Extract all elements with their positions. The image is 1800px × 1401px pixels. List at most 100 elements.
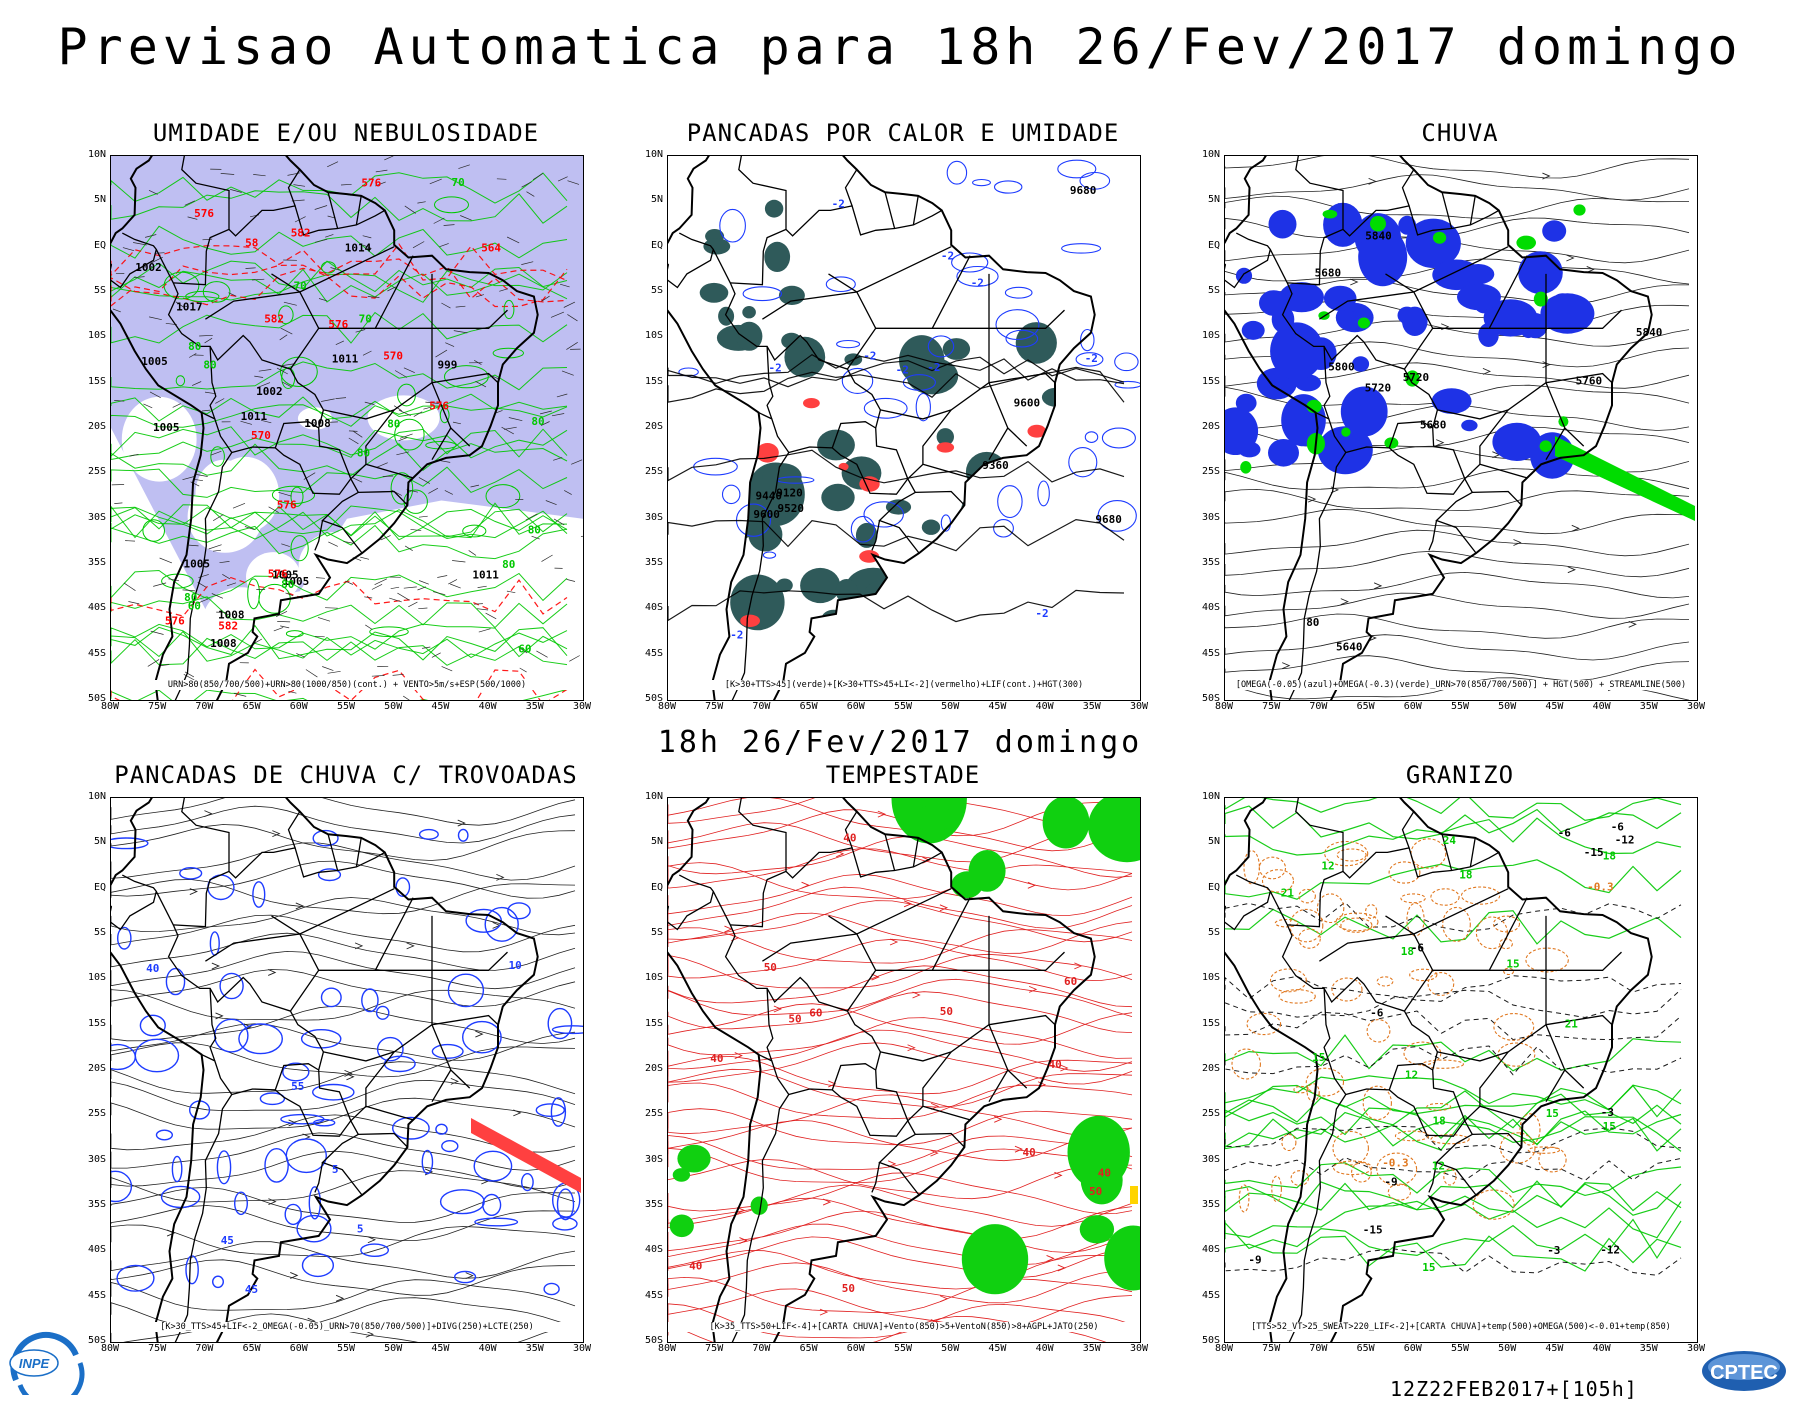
lon-tick-label: 70W bbox=[746, 1343, 776, 1354]
lon-tick-label: 35W bbox=[1634, 1343, 1664, 1354]
contour-value-label: 999 bbox=[438, 359, 458, 372]
contour-value-label: 24 bbox=[1443, 834, 1457, 847]
lon-tick-label: 30W bbox=[1124, 701, 1154, 712]
contour-value-label: 50 bbox=[940, 1005, 953, 1018]
contour-value-label: 18 bbox=[1459, 868, 1472, 881]
contour-value-label: -12 bbox=[1615, 834, 1635, 847]
lon-tick-label: 30W bbox=[567, 701, 597, 712]
lat-tick-label: EQ bbox=[1190, 240, 1220, 251]
contour-value-label: 12 bbox=[1432, 1160, 1445, 1173]
map-svg: -2-2-2-2-2-2-2-2-2-296809680960096009520… bbox=[668, 156, 1140, 700]
lat-tick-label: 20S bbox=[633, 1063, 663, 1074]
contour-value-label: 576 bbox=[194, 207, 214, 220]
lat-tick-label: 10S bbox=[76, 972, 106, 983]
panel-legend: [K>30+TTS>45](verde)+[K>30+TTS>45+LI<-2]… bbox=[668, 680, 1140, 690]
contour-value-label: 80 bbox=[188, 340, 201, 353]
contour-value-label: 570 bbox=[251, 429, 271, 442]
contour-value-label: 80 bbox=[502, 558, 515, 571]
contour-value-label: 1011 bbox=[472, 569, 499, 582]
contour-lines bbox=[1225, 902, 1681, 1275]
lon-tick-label: 40W bbox=[473, 701, 503, 712]
contour-value-label: 10 bbox=[509, 959, 522, 972]
lat-tick-label: 20S bbox=[633, 421, 663, 432]
lon-tick-label: 35W bbox=[1634, 701, 1664, 712]
contour-value-label: 9520 bbox=[778, 502, 805, 515]
contour-value-label: 80 bbox=[281, 578, 294, 591]
contour-value-label: 70 bbox=[359, 313, 372, 326]
lat-tick-label: 25S bbox=[1190, 1108, 1220, 1119]
lat-tick-label: 5N bbox=[633, 194, 663, 205]
lat-tick-label: 10S bbox=[1190, 330, 1220, 341]
contour-value-label: 40 bbox=[1049, 1058, 1062, 1071]
contour-value-label: 18 bbox=[1603, 849, 1616, 862]
lon-tick-label: 75W bbox=[142, 701, 172, 712]
lat-tick-label: 10S bbox=[633, 972, 663, 983]
lon-tick-label: 65W bbox=[237, 701, 267, 712]
contour-value-label: 15 bbox=[1603, 1120, 1616, 1133]
lat-tick-label: 35S bbox=[76, 1199, 106, 1210]
lon-tick-label: 50W bbox=[1492, 701, 1522, 712]
contour-value-label: -3 bbox=[1601, 1106, 1614, 1119]
lon-tick-label: 55W bbox=[331, 701, 361, 712]
forecast-time: 18h 26/Fev/2017 domingo bbox=[0, 725, 1800, 760]
contour-value-label: 12 bbox=[1405, 1069, 1418, 1082]
lon-tick-label: 40W bbox=[473, 1343, 503, 1354]
contour-value-label: -0.3 bbox=[1587, 881, 1614, 894]
contour-value-label: -6 bbox=[1558, 827, 1572, 840]
lat-tick-label: 30S bbox=[633, 512, 663, 523]
contour-value-label: 1008 bbox=[210, 637, 237, 650]
lon-tick-label: 55W bbox=[1445, 1343, 1475, 1354]
panel-title: PANCADAS POR CALOR E UMIDADE bbox=[667, 119, 1139, 147]
contour-value-label: -2 bbox=[1035, 607, 1048, 620]
contour-value-label: 15 bbox=[1312, 1051, 1325, 1064]
contour-value-label: 80 bbox=[531, 415, 544, 428]
contour-value-label: 576 bbox=[328, 318, 348, 331]
lon-tick-label: 55W bbox=[1445, 701, 1475, 712]
contour-value-label: 80 bbox=[1306, 616, 1319, 629]
lat-tick-label: EQ bbox=[1190, 882, 1220, 893]
contour-value-label: -0.3 bbox=[1382, 1156, 1409, 1169]
contour-value-label: 564 bbox=[481, 241, 501, 254]
lat-tick-label: 15S bbox=[1190, 376, 1220, 387]
lat-tick-label: 20S bbox=[1190, 421, 1220, 432]
lat-tick-label: 5S bbox=[1190, 927, 1220, 938]
lat-tick-label: 5S bbox=[76, 927, 106, 938]
lat-tick-label: 10S bbox=[633, 330, 663, 341]
lon-tick-label: 80W bbox=[1209, 701, 1239, 712]
contour-value-label: 9600 bbox=[753, 508, 780, 521]
contour-value-label: 80 bbox=[357, 447, 370, 460]
lat-tick-label: 35S bbox=[1190, 1199, 1220, 1210]
contour-value-label: 9600 bbox=[1014, 397, 1041, 410]
contour-value-label: 70 bbox=[452, 176, 465, 189]
contour-value-label: 55 bbox=[291, 1080, 304, 1093]
coastline-borders bbox=[1225, 798, 1652, 1342]
contour-value-label: -2 bbox=[896, 363, 909, 376]
lon-tick-label: 80W bbox=[652, 701, 682, 712]
contour-value-label: -2 bbox=[971, 277, 984, 290]
panel-title: GRANIZO bbox=[1224, 761, 1696, 789]
contour-value-label: 50 bbox=[1089, 1185, 1102, 1198]
contour-value-label: 1002 bbox=[135, 261, 162, 274]
contour-value-label: 1005 bbox=[153, 421, 180, 434]
lat-tick-label: 35S bbox=[633, 557, 663, 568]
contour-value-label: 9120 bbox=[776, 487, 803, 500]
lon-tick-label: 30W bbox=[1124, 1343, 1154, 1354]
lat-tick-label: 40S bbox=[1190, 1244, 1220, 1255]
lat-tick-label: 45S bbox=[1190, 1290, 1220, 1301]
lon-tick-label: 50W bbox=[935, 1343, 965, 1354]
lon-tick-label: 70W bbox=[1303, 701, 1333, 712]
contour-value-label: 1011 bbox=[332, 353, 359, 366]
contour-value-label: 60 bbox=[1064, 975, 1077, 988]
contour-value-label: 40 bbox=[1098, 1167, 1111, 1180]
contour-value-label: -2 bbox=[730, 629, 743, 642]
contour-value-label: 80 bbox=[203, 359, 216, 372]
contour-value-label: -6 bbox=[1611, 820, 1625, 833]
panel-legend: [K>35_TTS>50+LIF<-4]+[CARTA CHUVA]+Vento… bbox=[668, 1322, 1140, 1332]
cptec-logo: CPTEC bbox=[1700, 1345, 1788, 1395]
lat-tick-label: 20S bbox=[76, 1063, 106, 1074]
contour-value-label: 5720 bbox=[1365, 382, 1392, 395]
lon-tick-label: 45W bbox=[1539, 701, 1569, 712]
